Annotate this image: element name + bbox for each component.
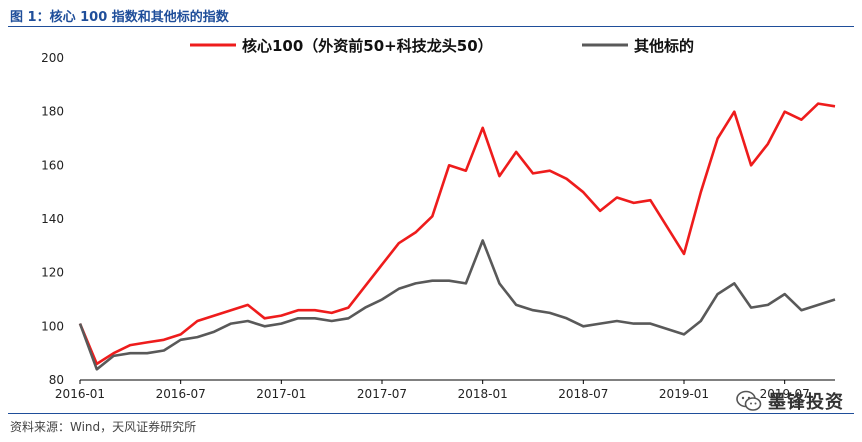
x-tick-label: 2016-07 bbox=[156, 387, 206, 401]
wechat-icon bbox=[736, 390, 762, 411]
x-tick-label: 2018-07 bbox=[558, 387, 608, 401]
x-tick-label: 2016-01 bbox=[55, 387, 105, 401]
legend-label-series2: 其他标的 bbox=[634, 37, 694, 55]
y-tick-label: 120 bbox=[41, 266, 64, 280]
y-tick-label: 100 bbox=[41, 319, 64, 333]
series-line-1 bbox=[78, 102, 836, 366]
bottom-divider bbox=[8, 413, 854, 414]
watermark: 墨锋投资 bbox=[736, 388, 844, 414]
y-tick-label: 200 bbox=[41, 51, 64, 65]
x-tick-label: 2019-07 bbox=[760, 387, 810, 401]
top-divider bbox=[8, 26, 854, 27]
x-tick-label: 2017-07 bbox=[357, 387, 407, 401]
legend-label-series1: 核心100（外资前50+科技龙头50） bbox=[242, 37, 493, 55]
series-group bbox=[78, 102, 836, 371]
figure-title: 图 1：核心 100 指数和其他标的指数 bbox=[10, 10, 229, 25]
watermark-text: 墨锋投资 bbox=[768, 392, 844, 413]
y-tick-label: 140 bbox=[41, 212, 64, 226]
y-tick-label: 160 bbox=[41, 158, 64, 172]
x-tick-label: 2018-01 bbox=[458, 387, 508, 401]
y-tick-label: 80 bbox=[49, 373, 64, 387]
x-axis: 2016-01 2016-07 2017-01 2017-07 2018-01 2018-… bbox=[55, 380, 810, 401]
source-note: 资料来源：Wind，天风证券研究所 bbox=[10, 420, 197, 434]
y-tick-label: 180 bbox=[41, 105, 64, 119]
legend: 核心100（外资前50+科技龙头50） 其他标的 bbox=[190, 37, 694, 55]
x-tick-label: 2017-01 bbox=[256, 387, 306, 401]
x-tick-label: 2019-01 bbox=[659, 387, 709, 401]
series-line-2 bbox=[78, 239, 836, 371]
y-axis: 80 100 120 140 160 180 200 bbox=[41, 51, 64, 387]
